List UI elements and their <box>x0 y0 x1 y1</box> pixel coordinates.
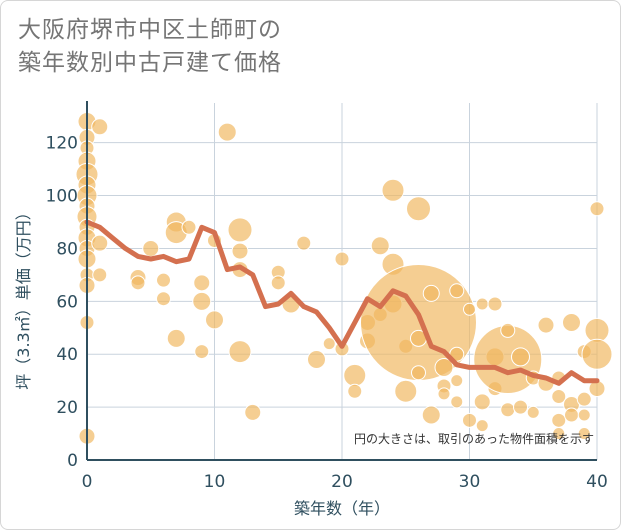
x-axis-title: 築年数（年） <box>294 499 390 518</box>
bubble-point <box>347 383 363 399</box>
bubble-point <box>217 122 237 142</box>
bubble-point <box>564 407 579 423</box>
bubble-point <box>552 427 566 441</box>
bubble-point <box>487 296 503 312</box>
bubble-point <box>194 344 210 360</box>
bubble-point <box>577 427 591 441</box>
x-tick-label: 30 <box>459 472 481 492</box>
bubble-point <box>449 283 465 299</box>
bubble-point <box>551 412 567 428</box>
axes <box>86 101 597 461</box>
bubble-point <box>511 347 530 367</box>
bubble-point <box>370 236 390 256</box>
x-tick-labels: 0 10 20 30 40 <box>82 472 608 492</box>
bubble-point <box>577 408 591 422</box>
bubble-point <box>589 201 605 217</box>
bubble-point <box>434 357 454 377</box>
bubble-point <box>450 374 464 388</box>
bubble-point <box>411 365 426 381</box>
bubble-point <box>581 338 613 370</box>
bubble-point <box>551 389 567 405</box>
bubble-point <box>475 419 489 433</box>
bubble-point <box>156 291 171 307</box>
bubble-point <box>500 402 516 418</box>
average-price-line <box>84 219 600 386</box>
bubble-size-note: 円の大きさは、取引のあった物件面積を示す <box>354 431 594 446</box>
bubble-point <box>421 405 441 425</box>
bubble-point <box>343 363 367 387</box>
bubble-point <box>192 291 212 311</box>
chart-title-line-2: 築年数別中古戸建て価格 <box>18 50 282 76</box>
y-tick-label: 120 <box>46 134 78 154</box>
bubble-point <box>526 405 540 419</box>
bubble-point <box>394 379 418 403</box>
bubble-point <box>322 337 336 351</box>
bubble-point <box>475 297 489 311</box>
y-tick-label: 60 <box>56 292 78 312</box>
bubble-point <box>228 340 252 364</box>
bubble-point <box>537 316 555 334</box>
bubble-point <box>473 393 491 411</box>
bubble-point <box>307 350 326 370</box>
bubble-point <box>381 178 405 202</box>
x-tick-label: 10 <box>204 472 226 492</box>
bubble-point <box>450 395 464 409</box>
x-tick-label: 20 <box>331 472 353 492</box>
bubble-point <box>156 272 171 288</box>
bubble-point <box>227 217 253 243</box>
chart-title-line-1: 大阪府堺市中区土師町の <box>18 17 282 43</box>
bubble-point <box>462 412 477 428</box>
bubble-point <box>142 239 160 257</box>
bubble-point <box>92 267 108 283</box>
bubble-point <box>463 302 476 316</box>
bubble-point <box>244 403 262 421</box>
bubble-point <box>296 235 312 251</box>
y-tick-label: 40 <box>56 345 78 365</box>
bubble-point <box>193 274 211 292</box>
bubble-point <box>500 322 516 338</box>
bubble-point <box>166 328 186 348</box>
bubble-point <box>231 242 249 260</box>
bubble-point <box>130 275 146 291</box>
bubble-point <box>181 219 197 235</box>
chart-title: 大阪府堺市中区土師町の 築年数別中古戸建て価格 <box>18 14 282 80</box>
bubble-point <box>91 234 109 252</box>
bubble-point <box>576 391 592 407</box>
y-tick-label: 20 <box>56 398 78 418</box>
bubble-point <box>91 118 109 136</box>
bubble-point <box>334 251 350 267</box>
bubble-point <box>513 399 528 415</box>
y-tick-label: 100 <box>46 187 78 207</box>
y-tick-label: 0 <box>67 451 78 471</box>
y-axis-title: 坪（3.3㎡）単価（万円） <box>14 204 33 389</box>
bubble-point <box>406 196 431 222</box>
bubble-point <box>422 284 440 302</box>
y-tick-label: 80 <box>56 239 78 259</box>
bubble-point <box>562 312 581 332</box>
y-tick-labels: 0 20 40 60 80 100 120 <box>46 134 78 471</box>
bubble-point <box>205 310 224 330</box>
bubble-layer <box>75 112 613 445</box>
x-tick-label: 0 <box>82 472 93 492</box>
bubble-point <box>437 387 451 401</box>
x-tick-label: 40 <box>586 472 608 492</box>
bubble-point <box>270 275 286 291</box>
